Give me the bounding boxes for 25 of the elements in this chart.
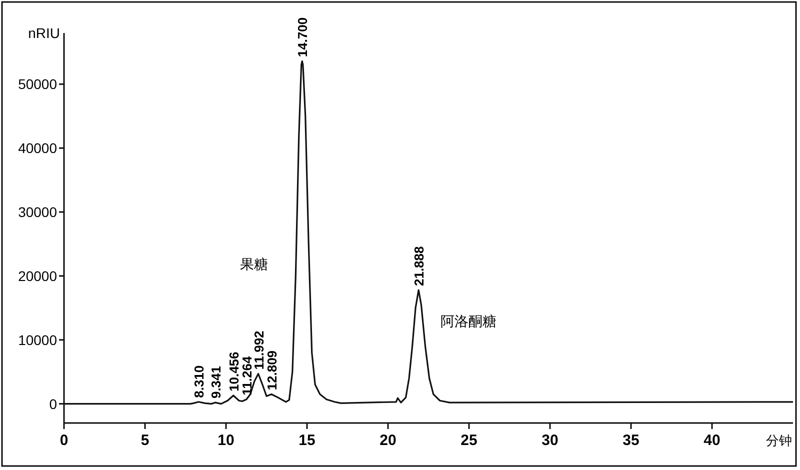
y-tick-label: 30000 — [18, 204, 58, 220]
y-axis-title: nRIU — [28, 25, 60, 41]
annotation: 10.456 — [226, 352, 242, 392]
annotation: 阿洛酮糖 — [440, 313, 497, 330]
annotation: 果糖 — [240, 256, 268, 272]
x-tick-label: 25 — [460, 432, 478, 449]
annotation: 8.310 — [192, 365, 207, 398]
y-tick-label: 40000 — [18, 140, 58, 156]
y-tick-label: 0 — [49, 396, 58, 412]
y-tick-label: 50000 — [18, 76, 58, 92]
x-tick-label: 10 — [218, 432, 234, 449]
y-tick-label: 20000 — [18, 268, 58, 284]
annotation: 9.341 — [208, 366, 224, 399]
x-axis-title: 分钟 — [766, 433, 792, 448]
x-tick-label: 35 — [622, 432, 640, 449]
x-tick-label: 5 — [140, 432, 150, 449]
x-tick-label: 20 — [380, 432, 396, 449]
annotation: 21.888 — [412, 246, 427, 286]
x-tick-label: 0 — [60, 432, 68, 449]
annotation: 12.809 — [264, 350, 280, 390]
x-tick-label: 40 — [704, 432, 720, 449]
annotation: 14.700 — [295, 17, 310, 58]
x-tick-label: 30 — [542, 432, 558, 449]
x-tick-label: 15 — [298, 432, 316, 449]
y-tick-label: 10000 — [18, 332, 58, 348]
